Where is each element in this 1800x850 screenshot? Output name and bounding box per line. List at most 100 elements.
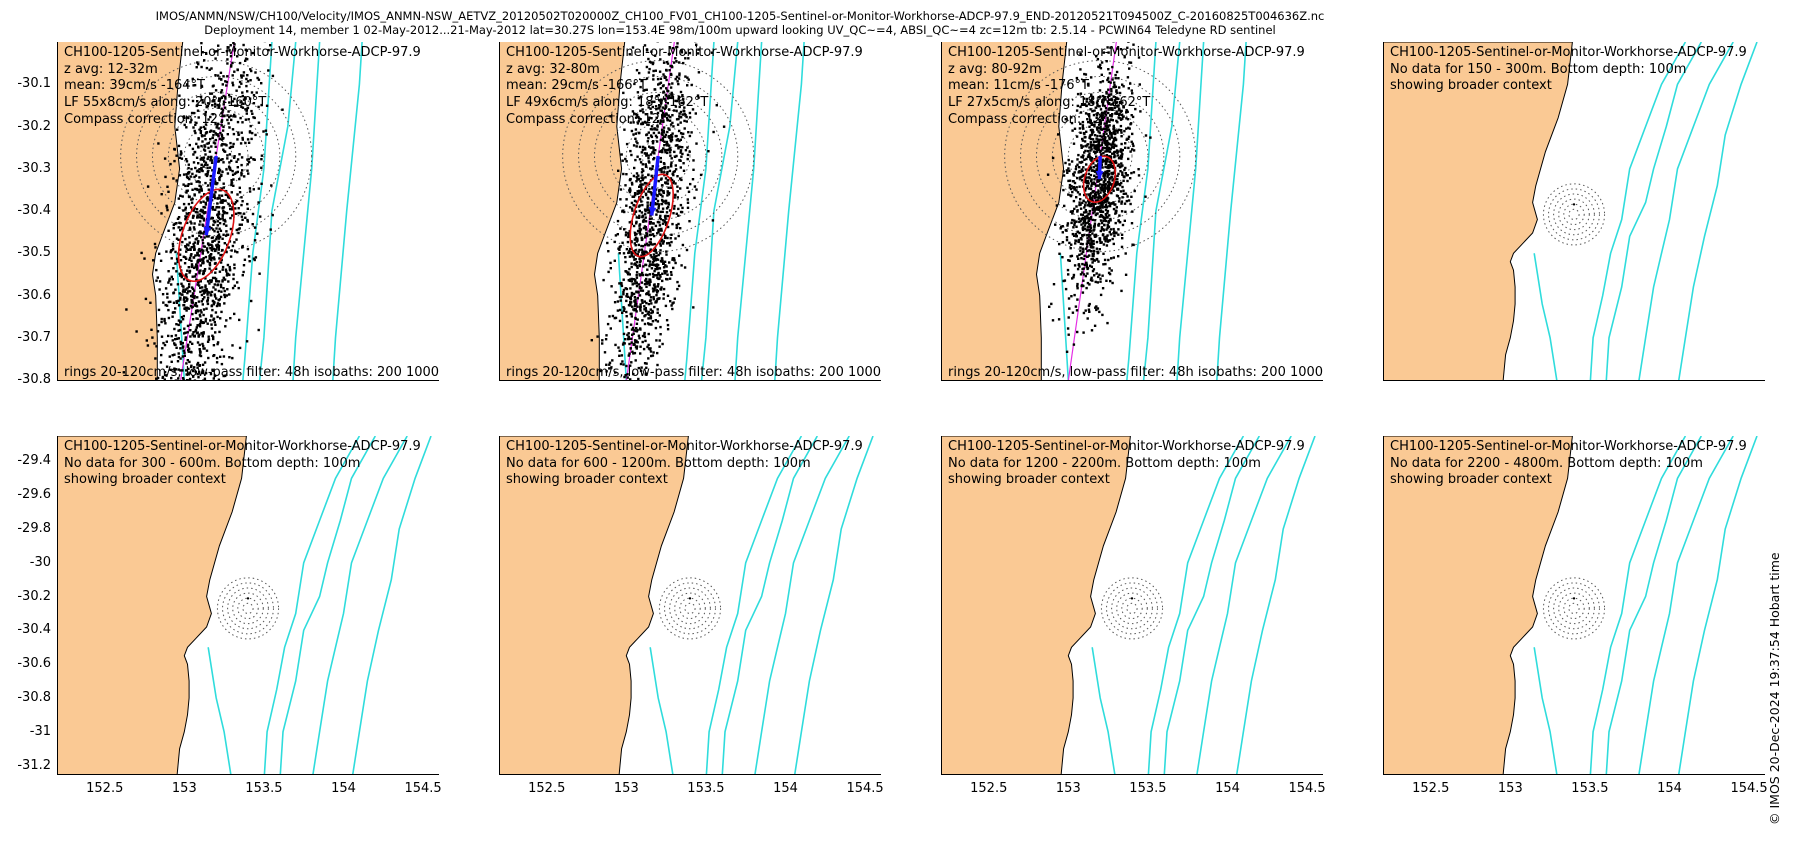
scatter-point <box>626 321 629 324</box>
scatter-point <box>1119 124 1123 128</box>
scatter-point <box>1096 150 1099 153</box>
scatter-point <box>655 289 658 292</box>
scatter-point <box>1109 159 1112 162</box>
scatter-point <box>1098 273 1101 276</box>
scatter-point <box>671 132 674 135</box>
scatter-point <box>212 219 215 223</box>
scatter-point <box>1100 153 1103 156</box>
scatter-point <box>178 174 182 177</box>
scatter-point <box>202 200 205 203</box>
scatter-point <box>220 107 223 110</box>
scatter-point <box>677 214 680 217</box>
scatter-point <box>213 230 216 233</box>
scatter-point <box>657 253 660 257</box>
scatter-point <box>203 361 207 364</box>
scatter-point <box>221 268 224 271</box>
scatter-point <box>1093 207 1096 210</box>
scatter-point <box>623 307 626 310</box>
scatter-point <box>1067 179 1070 183</box>
scatter-point <box>652 295 655 299</box>
scatter-point <box>659 81 663 84</box>
scatter-point <box>193 303 196 307</box>
scatter-point <box>191 77 194 81</box>
scatter-point <box>1117 219 1120 223</box>
scatter-point <box>248 187 252 190</box>
scatter-point <box>1089 141 1092 144</box>
scatter-point <box>252 188 255 191</box>
scatter-point <box>1077 257 1080 260</box>
scatter-point <box>646 280 649 283</box>
scatter-point <box>186 184 190 187</box>
scatter-point <box>210 280 213 284</box>
scatter-point <box>1108 160 1112 164</box>
scatter-point <box>677 77 681 80</box>
scatter-point <box>655 291 659 294</box>
scatter-point <box>213 354 216 357</box>
scatter-point <box>1112 139 1115 143</box>
scatter-point <box>246 202 249 206</box>
scatter-point <box>1084 209 1087 212</box>
scatter-point <box>192 214 195 218</box>
scatter-point <box>236 120 240 124</box>
scatter-point <box>1078 127 1082 130</box>
chart-svg <box>57 42 363 380</box>
scatter-point <box>217 378 221 380</box>
scatter-point <box>1102 151 1105 155</box>
x-axis-line <box>1383 774 1765 775</box>
scatter-point <box>236 193 239 196</box>
scatter-point <box>224 193 227 196</box>
scatter-point <box>235 238 238 241</box>
scatter-point <box>224 234 228 237</box>
scatter-point <box>230 180 233 184</box>
scatter-point <box>630 153 633 157</box>
scatter-point <box>649 280 652 283</box>
scatter-point <box>636 328 639 332</box>
scatter-point <box>1061 231 1064 234</box>
scatter-point <box>211 256 214 260</box>
scatter-point <box>707 150 710 153</box>
scatter-point <box>208 282 211 285</box>
scatter-point <box>224 80 227 83</box>
scatter-point <box>661 114 664 117</box>
scatter-point <box>238 186 241 189</box>
scatter-point <box>1079 198 1082 201</box>
scatter-point <box>1118 113 1121 117</box>
scatter-point <box>629 378 632 380</box>
scatter-point <box>193 194 196 197</box>
speed-ring <box>136 75 297 237</box>
scatter-point <box>667 241 671 245</box>
scatter-point <box>244 141 247 145</box>
scatter-point <box>1119 170 1122 173</box>
scatter-point <box>179 347 182 350</box>
scatter-point <box>1130 222 1134 225</box>
annotation-line: z avg: 80-92m <box>948 61 1042 77</box>
scatter-point <box>626 295 630 298</box>
scatter-point <box>187 166 190 170</box>
scatter-point <box>1090 184 1093 187</box>
scatter-point <box>607 270 610 274</box>
scatter-point <box>1081 242 1084 246</box>
scatter-point <box>164 287 168 290</box>
scatter-point <box>166 296 169 299</box>
scatter-point <box>657 272 660 276</box>
scatter-point <box>195 266 199 270</box>
scatter-point <box>210 226 213 230</box>
scatter-point <box>219 229 223 232</box>
scatter-point <box>613 316 616 320</box>
scatter-point <box>671 47 675 50</box>
scatter-point <box>1063 204 1066 208</box>
scatter-point <box>613 301 617 304</box>
scatter-point <box>1067 273 1070 276</box>
scatter-point <box>652 298 655 301</box>
scatter-point <box>613 259 616 262</box>
scatter-point <box>649 308 652 311</box>
scatter-point <box>681 113 684 116</box>
scatter-point <box>1107 147 1111 151</box>
scatter-point <box>196 372 199 376</box>
scatter-point <box>1079 273 1083 276</box>
speed-ring <box>578 75 739 237</box>
scatter-point <box>1101 204 1104 207</box>
scatter-point <box>1114 77 1117 80</box>
scatter-point <box>632 332 635 335</box>
scatter-point <box>232 42 235 45</box>
